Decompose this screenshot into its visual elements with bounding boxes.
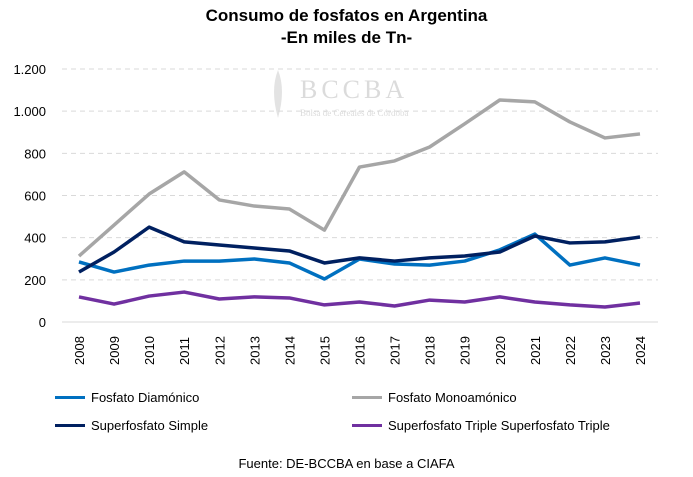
legend-item: Superfosfato Triple Superfosfato Triple (352, 418, 610, 433)
x-tick-label: 2013 (247, 336, 262, 365)
legend-swatch (352, 424, 382, 427)
legend-swatch (352, 396, 382, 399)
x-tick-label: 2014 (282, 336, 297, 365)
y-tick-label: 1.200 (13, 62, 46, 77)
svg-text:Bolsa de Cereales de Córdoba: Bolsa de Cereales de Córdoba (300, 108, 408, 118)
svg-text:BCCBA: BCCBA (300, 75, 408, 104)
legend-label: Superfosfato Triple Superfosfato Triple (388, 418, 610, 433)
y-tick-label: 0 (39, 315, 46, 330)
y-tick-label: 600 (24, 189, 46, 204)
x-tick-label: 2011 (177, 337, 192, 365)
x-tick-label: 2017 (388, 336, 403, 365)
x-tick-label: 2016 (353, 336, 368, 365)
legend-item: Fosfato Diamónico (55, 390, 199, 405)
y-tick-label: 400 (24, 231, 46, 246)
y-tick-label: 200 (24, 273, 46, 288)
x-tick-label: 2015 (317, 336, 332, 365)
series-line-fosfato-monoam-nico (77, 98, 641, 258)
x-tick-label: 2008 (72, 336, 87, 365)
x-tick-label: 2018 (423, 336, 438, 365)
y-tick-label: 800 (24, 146, 46, 161)
x-tick-label: 2019 (458, 336, 473, 365)
x-tick-label: 2023 (598, 336, 613, 365)
x-tick-label: 2010 (142, 336, 157, 365)
watermark-logo: BCCBA Bolsa de Cereales de Córdoba (274, 70, 408, 118)
chart-title: Consumo de fosfatos en Argentina (205, 6, 488, 25)
legend-label: Fosfato Monoamónico (388, 390, 517, 405)
x-tick-label: 2022 (563, 336, 578, 365)
chart-subtitle: -En miles de Tn- (280, 28, 413, 47)
legend-item: Superfosfato Simple (55, 418, 208, 433)
x-tick-label: 2024 (633, 336, 648, 365)
legend-swatch (55, 396, 85, 399)
legend-swatch (55, 424, 85, 427)
legend-label: Superfosfato Simple (91, 418, 209, 433)
series-line-superfosfato-triple-superfosfato-triple (78, 290, 641, 309)
legend-label: Fosfato Diamónico (91, 390, 200, 405)
series-line-superfosfato-simple (78, 225, 641, 274)
x-tick-label: 2009 (107, 336, 122, 365)
source-note: Fuente: DE-BCCBA en base a CIAFA (238, 456, 455, 471)
legend-item: Fosfato Monoamónico (352, 390, 517, 405)
y-tick-label: 1.000 (13, 104, 46, 119)
x-tick-label: 2021 (528, 336, 543, 365)
x-tick-label: 2020 (493, 336, 508, 365)
x-tick-label: 2012 (212, 336, 227, 365)
